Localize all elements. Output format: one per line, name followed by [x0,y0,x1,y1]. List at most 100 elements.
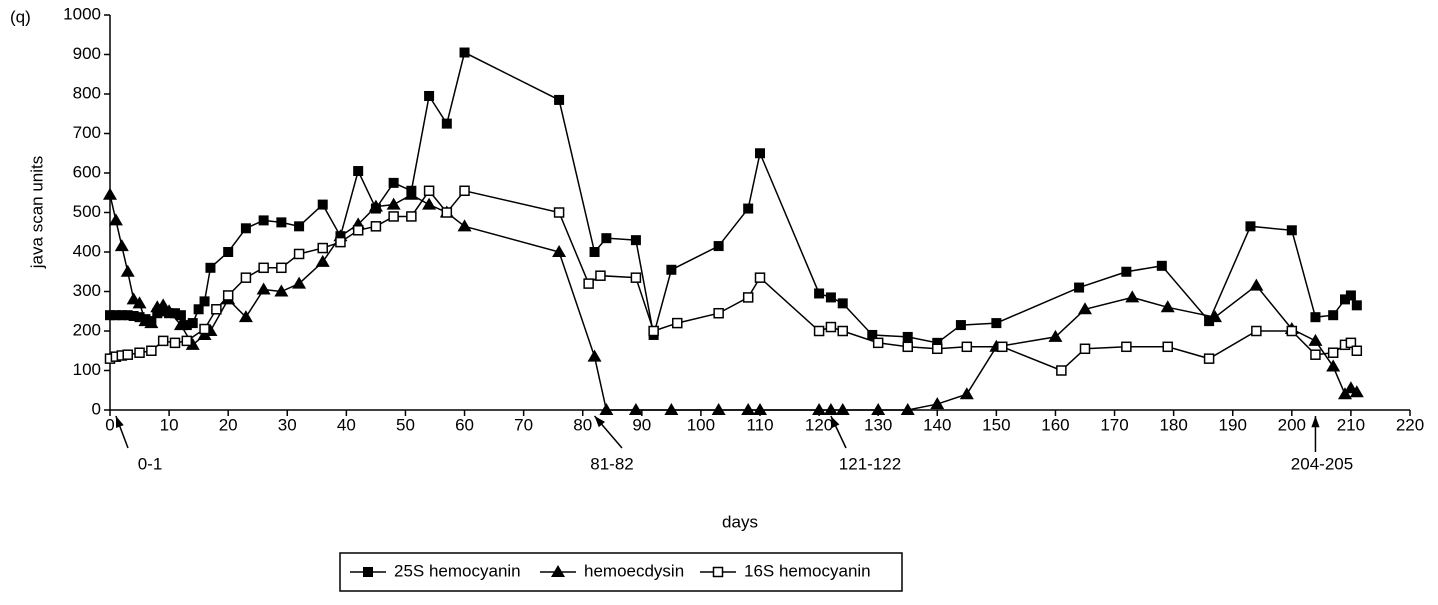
y-axis-label: java scan units [27,156,46,269]
marker [457,219,472,232]
x-tick-label: 100 [687,415,715,434]
x-tick-label: 210 [1337,415,1365,434]
marker [205,262,216,273]
x-tick-label: 180 [1159,415,1187,434]
marker [173,318,188,331]
marker [1125,290,1140,303]
marker [317,199,328,210]
panel-label: (q) [10,7,31,26]
marker [108,213,123,226]
marker [872,337,884,349]
marker [258,262,269,274]
marker [240,272,252,283]
marker [370,221,382,232]
marker [132,296,147,309]
marker [837,325,848,337]
legend-marker [712,566,724,578]
marker [630,235,641,246]
marker [672,317,683,329]
marker [1345,337,1357,349]
marker [185,337,200,350]
marker [222,290,234,301]
marker [157,335,169,347]
marker [742,292,754,303]
marker [1048,329,1063,342]
marker [1056,365,1067,376]
marker [1121,266,1132,277]
y-tick-label: 300 [73,281,101,300]
marker [1286,225,1297,236]
marker [240,223,251,234]
marker [961,341,973,353]
marker [1349,385,1364,398]
marker [997,341,1008,353]
marker [103,187,117,200]
marker [193,304,204,315]
marker [743,203,754,214]
marker [628,403,643,415]
legend-marker [551,565,565,577]
y-tick-label: 200 [73,320,101,339]
annotation-arrowhead [115,416,124,428]
marker [238,310,253,323]
annotation: 204-205 [1291,454,1353,473]
marker [1310,349,1321,360]
marker [902,341,913,353]
marker [294,221,305,232]
legend-label: 16S hemocyanin [744,561,871,580]
marker [134,347,145,358]
x-tick-label: 70 [514,415,533,434]
marker [1286,325,1298,337]
legend-marker [363,567,373,577]
marker [587,349,602,362]
y-tick-label: 0 [92,399,101,418]
marker [835,403,850,415]
y-tick-label: 100 [73,360,101,379]
marker [353,166,364,177]
marker [837,298,848,309]
marker [223,247,234,257]
marker [1326,359,1341,372]
x-tick-label: 0 [105,415,114,434]
marker [589,247,600,257]
marker [755,148,765,159]
marker [713,307,724,319]
marker [211,304,222,315]
marker [388,177,399,188]
marker [991,318,1002,329]
x-tick-label: 80 [573,415,592,434]
marker [552,245,567,257]
marker [1308,333,1323,346]
marker [162,304,177,317]
marker [293,248,305,260]
marker [368,199,383,212]
y-tick-label: 1000 [63,4,101,23]
x-tick-label: 170 [1100,415,1128,434]
annotation-arrowhead [830,416,840,428]
marker [1156,260,1167,271]
marker [741,403,756,415]
marker [753,403,767,415]
marker [601,233,612,244]
y-tick-label: 500 [73,202,101,221]
marker [146,345,157,356]
x-tick-label: 110 [746,415,773,434]
x-tick-label: 130 [864,415,892,434]
marker [292,276,307,289]
marker [114,239,129,252]
marker [1079,343,1091,355]
marker [404,187,419,200]
marker [902,331,913,342]
marker [599,403,614,415]
marker [258,215,269,226]
x-tick-label: 220 [1396,415,1424,434]
marker [871,403,886,415]
annotation-arrowhead [1311,416,1320,428]
marker [932,343,943,355]
marker [1162,341,1173,353]
marker [595,270,606,281]
x-tick-label: 20 [219,415,238,434]
marker [1310,312,1321,323]
x-axis-label: days [722,512,758,531]
